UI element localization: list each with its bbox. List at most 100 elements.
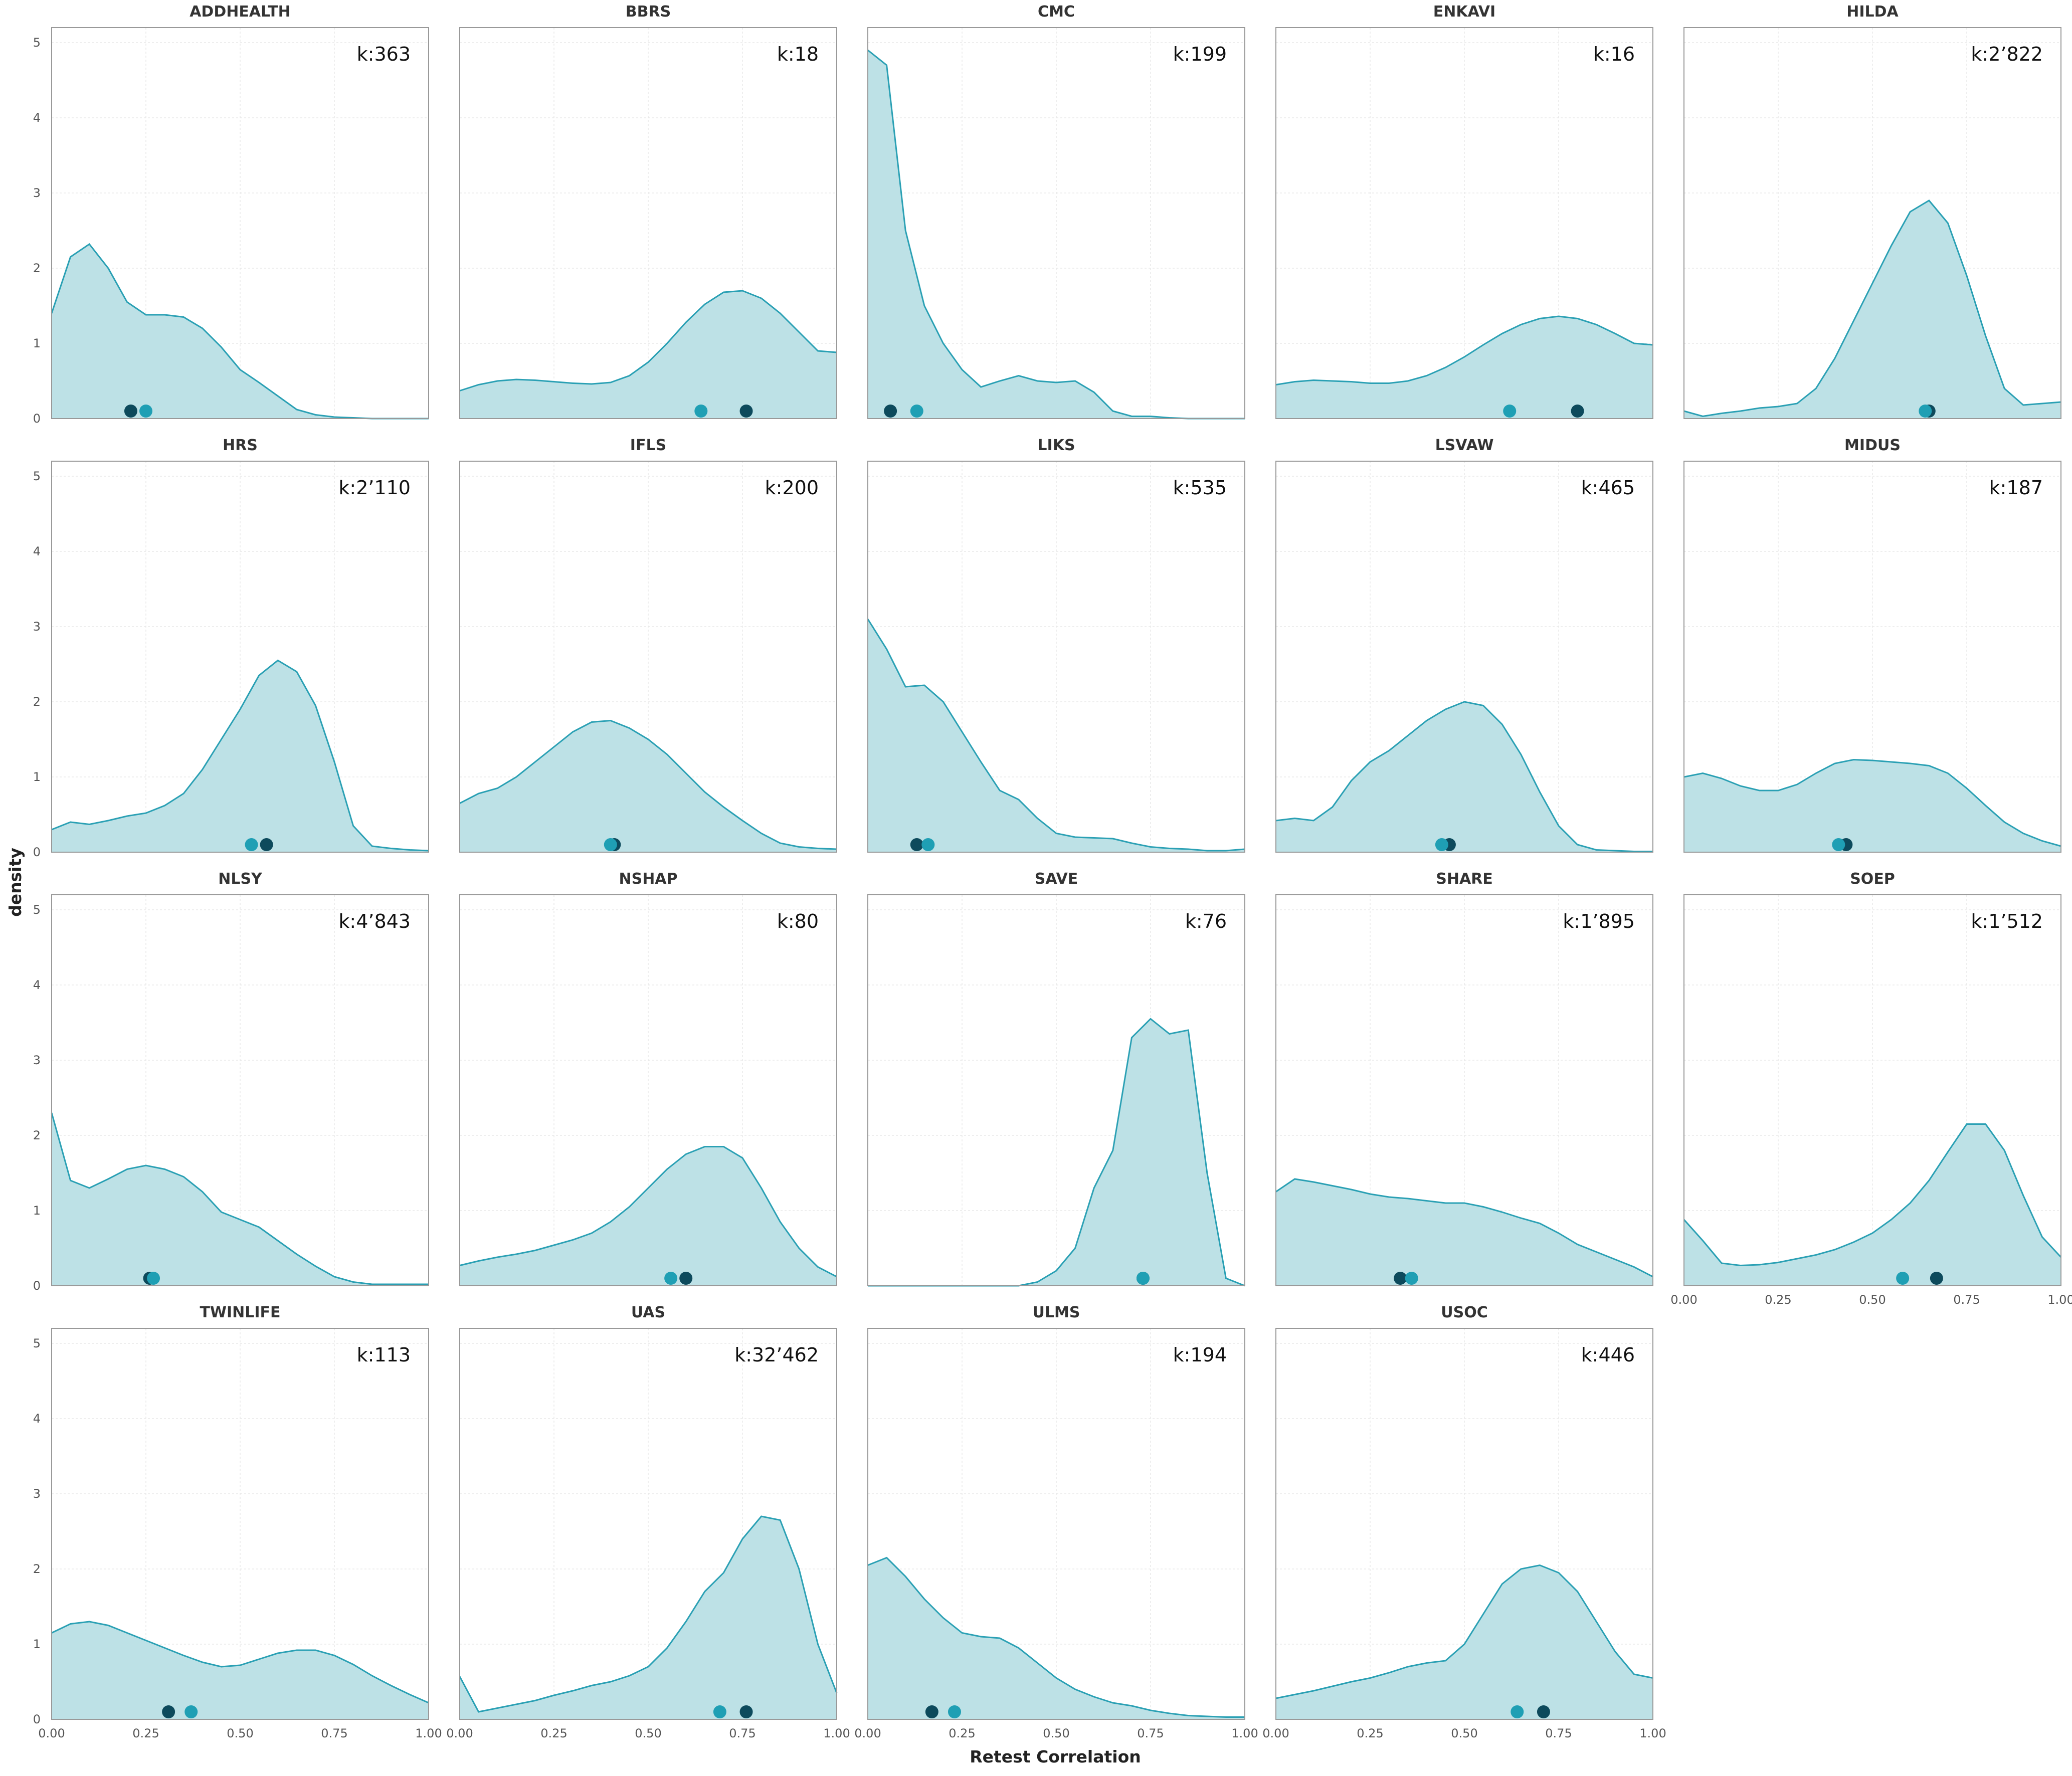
light-point bbox=[694, 405, 708, 418]
panel-title: ULMS bbox=[1033, 1304, 1080, 1321]
light-point bbox=[1832, 838, 1845, 851]
density-line bbox=[1683, 200, 2061, 418]
density-area bbox=[868, 50, 1245, 419]
y-tick-label: 4 bbox=[33, 111, 41, 125]
dark-point bbox=[1537, 1705, 1550, 1718]
panel-title: NLSY bbox=[218, 870, 263, 888]
panel-title: LSVAW bbox=[1435, 437, 1494, 454]
x-tick-label: 0.00 bbox=[1262, 1726, 1289, 1740]
panel-title: IFLS bbox=[630, 437, 666, 454]
panel-uas: UAS k:32’462 0.00 0.25 0.50 0.75 1.00 bbox=[446, 1304, 850, 1740]
y-tick-label: 0 bbox=[33, 1279, 41, 1293]
x-tick-label: 0.75 bbox=[1137, 1726, 1164, 1740]
panel-title: SAVE bbox=[1035, 870, 1078, 888]
panel-nlsy: NLSY k:4’843 0 1 2 3 4 5 bbox=[33, 870, 429, 1293]
y-tick-label: 5 bbox=[33, 469, 41, 483]
density-line bbox=[1275, 701, 1653, 852]
density-line bbox=[867, 619, 1245, 852]
dark-point bbox=[910, 838, 923, 851]
panel-k-label: k:2’110 bbox=[338, 477, 411, 499]
dark-point bbox=[739, 1705, 753, 1718]
light-point bbox=[1136, 1272, 1150, 1285]
y-tick-label: 2 bbox=[33, 1562, 41, 1576]
dark-point bbox=[260, 838, 273, 851]
panel-k-label: k:32’462 bbox=[734, 1344, 819, 1366]
light-point bbox=[147, 1272, 160, 1285]
x-tick-label: 0.75 bbox=[1545, 1726, 1572, 1740]
panel-title: MIDUS bbox=[1844, 437, 1901, 454]
y-tick-label: 0 bbox=[33, 845, 41, 859]
density-area bbox=[52, 1622, 429, 1719]
panel-hilda: HILDA k:2’822 bbox=[1683, 3, 2061, 419]
light-point bbox=[1405, 1272, 1418, 1285]
panel-midus: MIDUS k:187 bbox=[1683, 437, 2061, 853]
panel-nshap: NSHAP k:80 bbox=[459, 870, 837, 1286]
panel-title: HILDA bbox=[1846, 3, 1899, 21]
panel-k-label: k:4’843 bbox=[338, 910, 411, 932]
panel-ifls: IFLS k:200 bbox=[459, 437, 837, 853]
dark-point bbox=[1571, 405, 1584, 418]
light-point bbox=[1511, 1705, 1524, 1718]
density-area bbox=[52, 660, 429, 852]
panel-frame bbox=[1275, 1328, 1653, 1720]
panel-usoc: USOC k:446 0.00 0.25 0.50 0.75 1.00 bbox=[1262, 1304, 1666, 1740]
density-line bbox=[1275, 1564, 1653, 1699]
dark-point bbox=[1394, 1272, 1407, 1285]
density-area bbox=[868, 1557, 1245, 1719]
panel-k-label: k:199 bbox=[1173, 43, 1227, 65]
panel-frame bbox=[1683, 27, 2061, 419]
panel-k-label: k:80 bbox=[777, 910, 819, 932]
panel-lsvaw: LSVAW k:465 bbox=[1275, 437, 1653, 853]
x-tick-label: 1.00 bbox=[823, 1726, 850, 1740]
x-tick-label: 0.25 bbox=[540, 1726, 567, 1740]
density-area bbox=[460, 1516, 837, 1719]
panel-frame bbox=[459, 461, 837, 853]
panel-k-label: k:465 bbox=[1581, 477, 1635, 499]
light-point bbox=[245, 838, 258, 851]
panel-k-label: k:363 bbox=[357, 43, 411, 65]
x-tick-label: 0.75 bbox=[729, 1726, 756, 1740]
density-area bbox=[1276, 702, 1653, 852]
panel-title: HRS bbox=[223, 437, 258, 454]
light-point bbox=[1435, 838, 1448, 851]
x-tick-label: 0.50 bbox=[1451, 1726, 1477, 1740]
y-tick-label: 4 bbox=[33, 1412, 41, 1426]
panel-frame bbox=[1275, 27, 1653, 419]
density-line bbox=[1275, 1178, 1653, 1278]
panel-k-label: k:18 bbox=[777, 43, 819, 65]
panel-title: LIKS bbox=[1037, 437, 1075, 454]
panel-frame bbox=[459, 1328, 837, 1720]
y-tick-label: 3 bbox=[33, 1053, 41, 1067]
x-tick-label: 0.25 bbox=[949, 1726, 975, 1740]
x-tick-label: 0.25 bbox=[132, 1726, 159, 1740]
x-tick-label: 0.25 bbox=[1765, 1293, 1791, 1307]
light-point bbox=[184, 1705, 198, 1718]
panel-frame bbox=[51, 27, 429, 419]
panel-frame bbox=[51, 461, 429, 853]
x-axis-label: Retest Correlation bbox=[970, 1747, 1141, 1766]
dark-point bbox=[124, 405, 137, 418]
y-axis-label: density bbox=[6, 848, 25, 917]
panel-k-label: k:1’512 bbox=[1971, 910, 2043, 932]
panel-frame bbox=[867, 461, 1245, 853]
panel-title: CMC bbox=[1038, 3, 1075, 21]
x-tick-label: 1.00 bbox=[1639, 1726, 1666, 1740]
dark-point bbox=[679, 1272, 693, 1285]
y-tick-label: 1 bbox=[33, 336, 41, 350]
y-tick-label: 3 bbox=[33, 620, 41, 634]
panel-title: NSHAP bbox=[619, 870, 677, 888]
x-tick-label: 0.50 bbox=[227, 1726, 253, 1740]
panel-k-label: k:535 bbox=[1173, 477, 1227, 499]
y-tick-label: 5 bbox=[33, 903, 41, 917]
density-area bbox=[52, 244, 429, 419]
x-tick-label: 0.50 bbox=[1859, 1293, 1886, 1307]
y-tick-label: 5 bbox=[33, 36, 41, 50]
panel-cmc: CMC k:199 bbox=[867, 3, 1245, 420]
panel-share: SHARE k:1’895 bbox=[1275, 870, 1653, 1286]
dark-point bbox=[884, 405, 897, 418]
panel-k-label: k:1’895 bbox=[1563, 910, 1635, 932]
panel-enkavi: ENKAVI k:16 bbox=[1275, 3, 1653, 419]
density-area bbox=[1276, 1179, 1653, 1286]
panel-frame bbox=[51, 1328, 429, 1720]
